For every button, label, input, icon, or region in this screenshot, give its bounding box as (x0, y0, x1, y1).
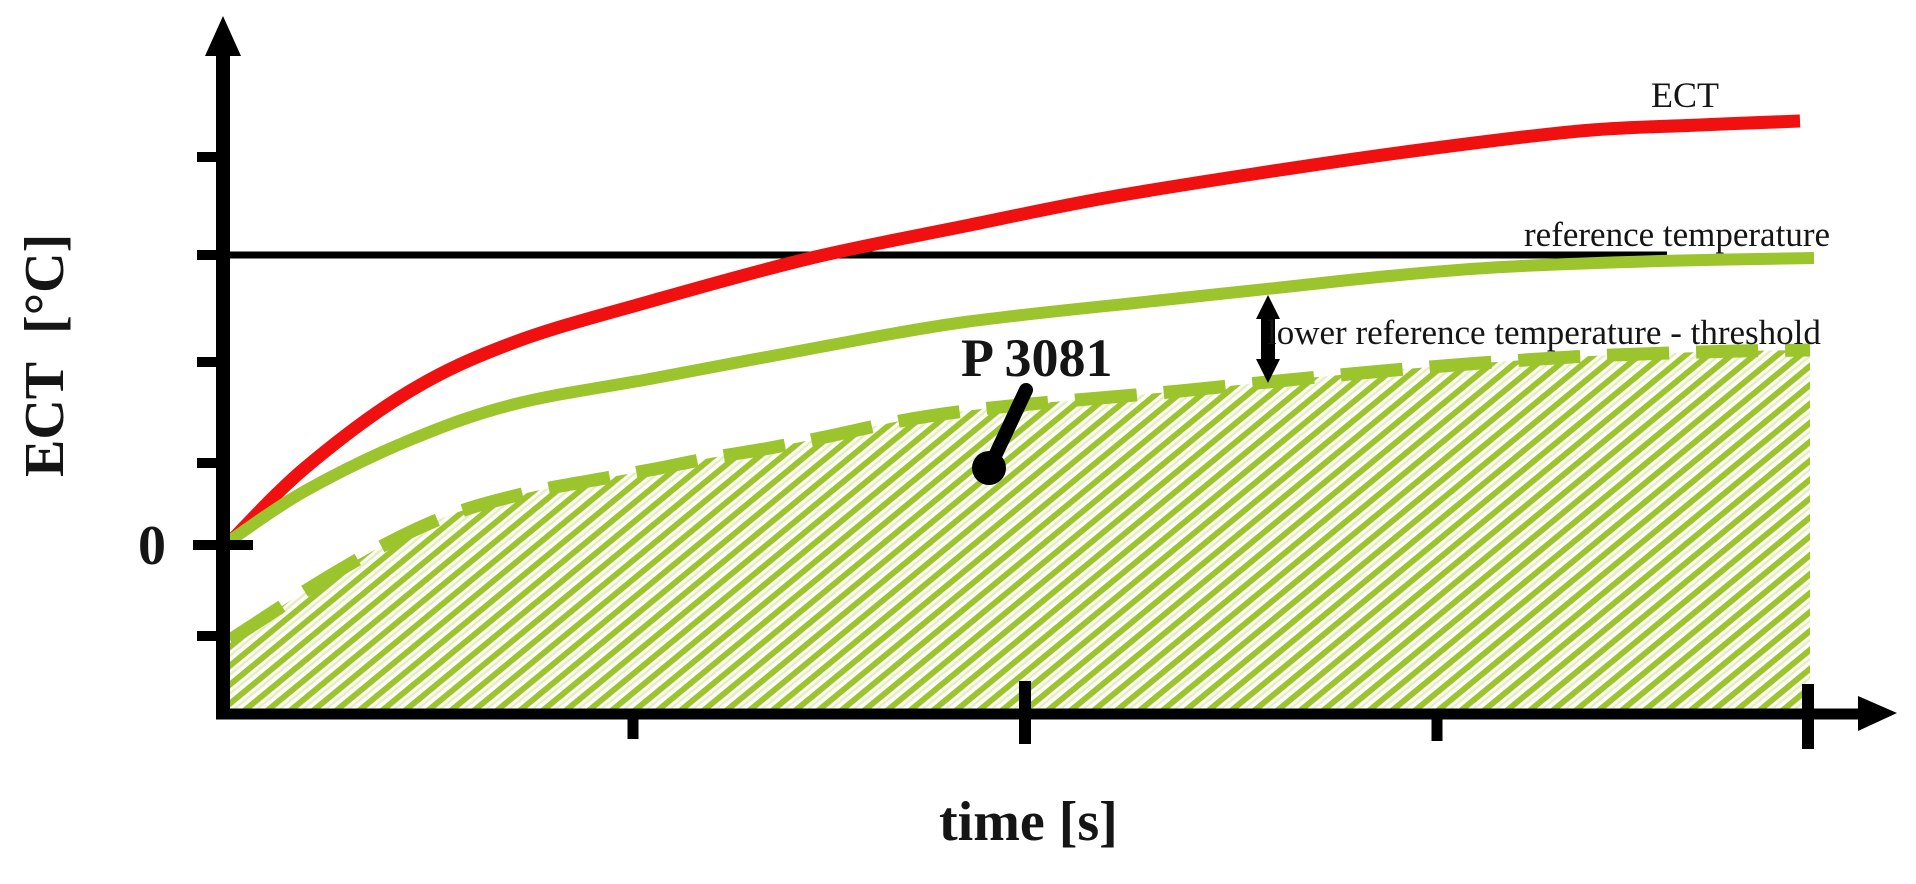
svg-text:ECT [°C]: ECT [°C] (14, 234, 76, 477)
svg-text:reference temperature: reference temperature (1524, 215, 1830, 254)
svg-text:P 3081: P 3081 (961, 328, 1113, 388)
svg-text:0: 0 (138, 515, 166, 577)
svg-text:lower reference temperature -: lower reference temperature - threshold (1267, 313, 1821, 352)
svg-text:time [s]: time [s] (939, 791, 1118, 853)
svg-text:ECT: ECT (1651, 75, 1719, 115)
